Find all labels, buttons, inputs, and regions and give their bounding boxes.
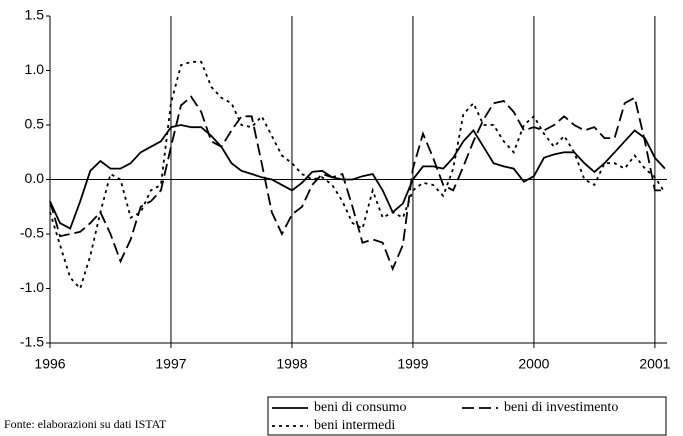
- y-tick-label: 1.5: [25, 7, 45, 23]
- y-tick-label: -1.5: [20, 334, 44, 350]
- series-line: [49, 60, 666, 291]
- y-tick-label: -0.5: [20, 225, 44, 241]
- legend-box: [267, 396, 667, 436]
- y-tick-label: 0.5: [25, 116, 45, 132]
- series-line: [49, 95, 665, 272]
- y-tick-label: 0.0: [25, 170, 45, 186]
- legend-label: beni intermedi: [314, 418, 395, 433]
- x-tick-label: 1999: [397, 356, 428, 372]
- x-tick-label: 1998: [276, 356, 307, 372]
- x-tick-label: 2001: [639, 356, 670, 372]
- x-tick-label: 2000: [518, 356, 549, 372]
- y-tick-label: -1.0: [20, 279, 44, 295]
- series-line: [49, 124, 666, 230]
- legend-label: beni di investimento: [504, 400, 618, 415]
- x-tick-label: 1997: [155, 356, 186, 372]
- y-tick-label: 1.0: [25, 61, 45, 77]
- x-tick-label: 1996: [34, 356, 65, 372]
- legend-label: beni di consumo: [314, 400, 407, 415]
- source-note: Fonte: elaborazioni su dati ISTAT: [4, 417, 167, 431]
